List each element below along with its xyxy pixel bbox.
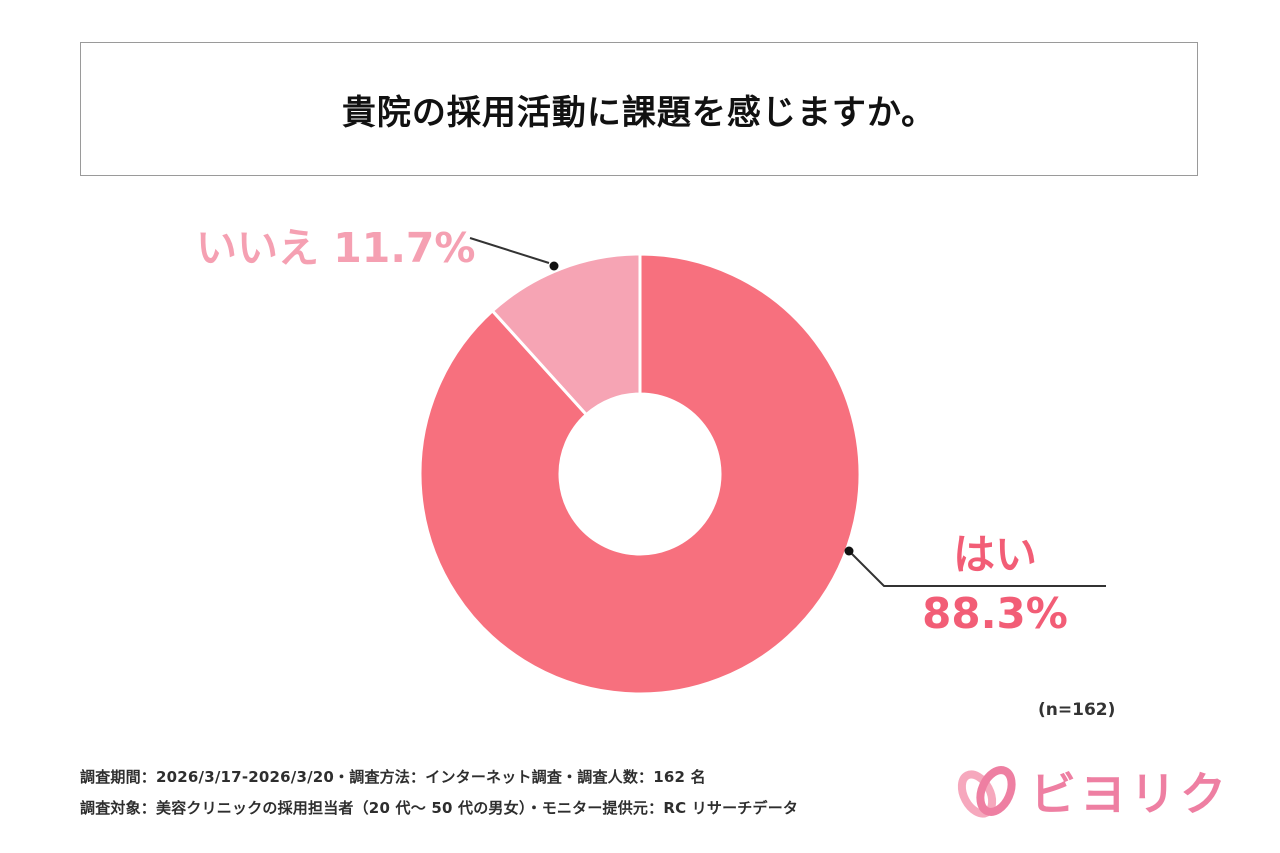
leader-dot-no [549,261,559,271]
page-title: 貴院の採用活動に課題を感じますか。 [341,92,937,133]
callout-yes-value: 88.3% [922,589,1068,638]
leader-lines [469,237,1106,587]
callout-yes-label: はい [952,530,1037,579]
leader-line-yes [849,551,1106,587]
donut-slices [418,252,862,696]
brand-logo-text: ビヨリク [1030,767,1230,821]
leader-dot-yes [844,546,854,556]
survey-info-line-1: 調査期間：2026/3/17-2026/3/20・調査方法：インターネット調査・… [80,768,706,786]
biyoriku-logo-icon [957,766,1016,818]
donut-slice-yes [418,252,862,696]
callout-no: いいえ 11.7% [196,224,476,272]
survey-info-line-2: 調査対象：美容クリニックの採用担当者（20 代～ 50 代の男女）・モニター提供… [80,799,799,817]
donut-slice-no [490,252,642,417]
leader-line-no [469,237,550,264]
sample-size-note: (n=162) [1038,700,1116,720]
title-box: 貴院の採用活動に課題を感じますか。 [80,42,1198,176]
brand-logo: ビヨリク [950,754,1230,828]
